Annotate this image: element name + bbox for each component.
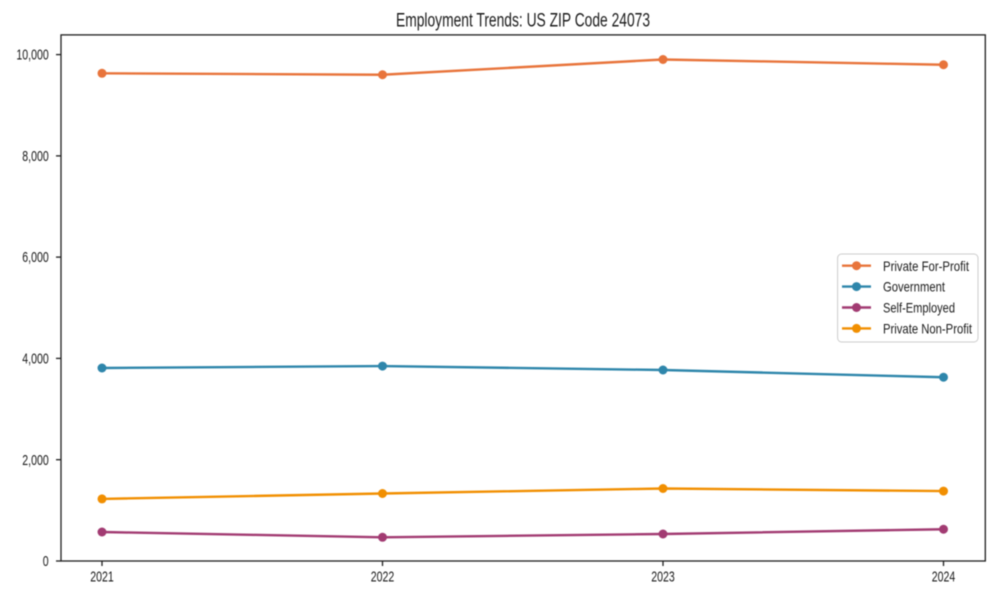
svg-text:Private Non-Profit: Private Non-Profit: [883, 321, 972, 337]
svg-text:2,000: 2,000: [22, 453, 48, 469]
svg-text:2022: 2022: [371, 570, 395, 586]
svg-text:4,000: 4,000: [22, 352, 48, 368]
svg-text:Private For-Profit: Private For-Profit: [883, 258, 969, 274]
svg-text:10,000: 10,000: [16, 48, 48, 64]
svg-text:8,000: 8,000: [22, 149, 48, 165]
svg-text:2021: 2021: [90, 570, 114, 586]
svg-text:2024: 2024: [932, 570, 956, 586]
svg-text:Self-Employed: Self-Employed: [883, 300, 955, 316]
svg-text:0: 0: [43, 554, 49, 570]
svg-text:6,000: 6,000: [22, 250, 48, 266]
svg-text:2023: 2023: [651, 570, 675, 586]
svg-text:Employment Trends: US ZIP Code: Employment Trends: US ZIP Code 24073: [396, 11, 650, 32]
svg-text:Government: Government: [883, 279, 945, 295]
